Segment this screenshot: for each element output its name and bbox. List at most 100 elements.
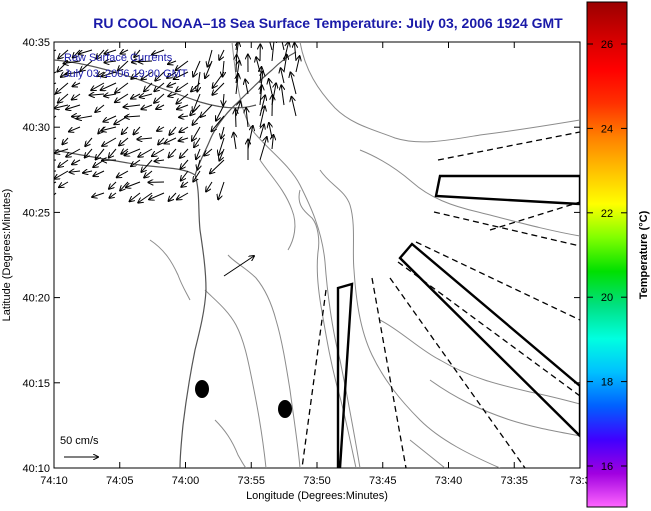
current-vector xyxy=(205,60,213,78)
current-vector xyxy=(281,42,285,51)
current-vector xyxy=(235,109,236,128)
current-vector xyxy=(138,192,153,203)
figure-title: RU COOL NOAA–18 Sea Surface Temperature:… xyxy=(93,15,563,31)
current-vector xyxy=(174,71,189,79)
current-vector xyxy=(126,181,141,187)
current-vector xyxy=(141,159,153,172)
current-vector xyxy=(139,61,153,62)
current-vector xyxy=(79,49,93,54)
current-vector xyxy=(176,82,189,91)
current-vector xyxy=(190,104,201,115)
current-vector xyxy=(134,49,141,57)
current-vector xyxy=(117,170,129,177)
current-vector xyxy=(223,93,224,105)
current-vector xyxy=(104,50,117,54)
current-vector xyxy=(149,192,165,199)
contour-line xyxy=(319,169,501,468)
current-vector xyxy=(177,104,189,109)
contour-line xyxy=(231,42,361,468)
current-vector xyxy=(59,181,69,187)
colorbar-tick-label: 26 xyxy=(601,39,613,51)
current-vector xyxy=(213,71,225,88)
contour-line xyxy=(409,439,446,468)
transect-dashed xyxy=(371,277,407,468)
current-vector xyxy=(291,97,297,117)
current-vector xyxy=(221,126,224,138)
y-tick-label: 40:30 xyxy=(22,122,50,134)
current-vector xyxy=(168,61,177,64)
transect-dashed xyxy=(415,241,580,321)
y-axis: 40:35 40:30 40:25 40:20 40:15 40:10 xyxy=(22,37,580,475)
current-vector xyxy=(219,148,225,161)
current-vector xyxy=(192,115,201,125)
current-vector xyxy=(179,138,189,141)
current-vector xyxy=(177,192,189,199)
current-vector xyxy=(92,192,105,197)
current-vector xyxy=(66,104,81,109)
current-vector xyxy=(223,256,254,277)
current-vector xyxy=(201,104,213,117)
current-vector xyxy=(104,61,117,62)
transect-box-diagonal xyxy=(398,242,580,438)
current-vector xyxy=(96,148,105,159)
current-vector xyxy=(85,148,93,158)
current-vector xyxy=(281,85,284,106)
current-vector xyxy=(269,79,272,95)
current-vector xyxy=(109,181,117,189)
current-vector xyxy=(290,72,297,95)
scale-vector-label: 50 cm/s xyxy=(60,435,99,447)
current-vector xyxy=(58,49,69,58)
annotation-line-2: July 03, 2006 19:00 GMT xyxy=(64,68,188,80)
current-vector xyxy=(212,115,225,131)
current-vector xyxy=(115,82,129,93)
plot-frame xyxy=(53,41,581,469)
current-vector xyxy=(197,159,200,170)
annotation-line-1: Raw Surface Currents xyxy=(64,52,173,64)
current-vector xyxy=(85,137,93,146)
current-vector xyxy=(197,71,200,91)
current-vector xyxy=(295,56,300,73)
current-vector xyxy=(54,170,57,172)
current-vector xyxy=(193,170,201,182)
current-vector xyxy=(180,148,189,158)
current-vector xyxy=(152,148,165,156)
current-vector xyxy=(133,126,141,134)
transect-dashed xyxy=(433,211,580,247)
current-vector xyxy=(192,126,201,141)
contour-line xyxy=(149,239,191,301)
current-vector xyxy=(65,72,81,74)
current-vector xyxy=(109,193,117,198)
x-axis-label: Longitude (Degrees:Minutes) xyxy=(246,490,388,502)
current-vector xyxy=(72,160,81,164)
current-vector xyxy=(193,93,201,112)
current-vector xyxy=(167,71,177,78)
contour-line xyxy=(359,149,580,237)
y-tick-label: 40:15 xyxy=(22,378,50,390)
x-axis: 74:10 74:05 74:00 73:55 73:50 73:45 73:40 73:35… xyxy=(40,42,591,487)
current-vector xyxy=(194,137,201,147)
contour-line xyxy=(259,159,296,251)
current-vector xyxy=(141,104,153,109)
current-vector xyxy=(155,71,165,81)
map-plot-area: 50 cm/s Raw Surface Currents July 03, 20… xyxy=(53,41,581,469)
current-vector xyxy=(234,133,236,150)
current-vector xyxy=(154,82,165,91)
current-vector xyxy=(272,135,273,150)
current-vector xyxy=(93,170,105,176)
current-vector xyxy=(109,148,117,158)
current-vector xyxy=(272,42,274,62)
colorbar: 26 24 22 20 18 16 Temperature (°C) xyxy=(586,1,650,508)
contour-line xyxy=(429,379,580,437)
y-tick-label: 40:35 xyxy=(22,37,50,49)
current-vector xyxy=(164,137,177,143)
current-vector xyxy=(55,148,69,153)
x-tick-label: 74:10 xyxy=(40,475,68,487)
y-tick-label: 40:10 xyxy=(22,463,50,475)
current-vector xyxy=(115,93,129,102)
current-vector xyxy=(169,148,177,157)
current-vector xyxy=(168,94,177,96)
current-vector xyxy=(156,105,165,109)
current-vector xyxy=(169,126,177,135)
colorbar-tick-label: 24 xyxy=(601,123,613,135)
